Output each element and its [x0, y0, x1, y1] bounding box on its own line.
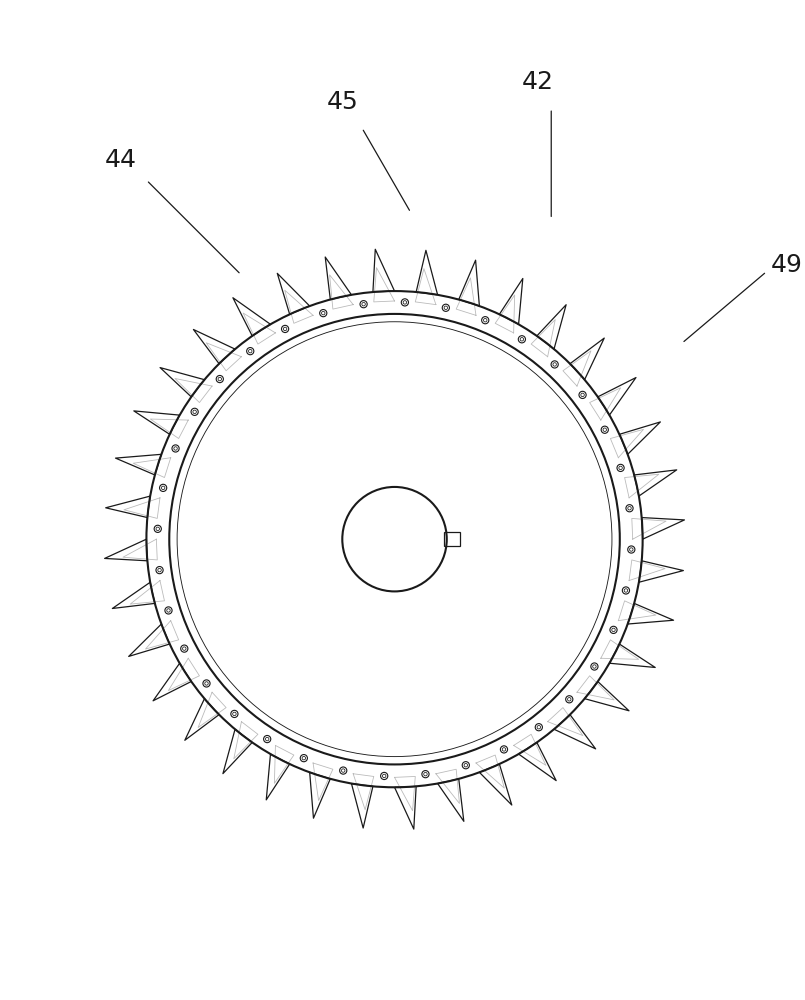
Text: 44: 44 [105, 148, 136, 172]
Text: 49: 49 [770, 253, 803, 277]
Text: 42: 42 [522, 70, 554, 94]
Text: 45: 45 [326, 90, 358, 114]
